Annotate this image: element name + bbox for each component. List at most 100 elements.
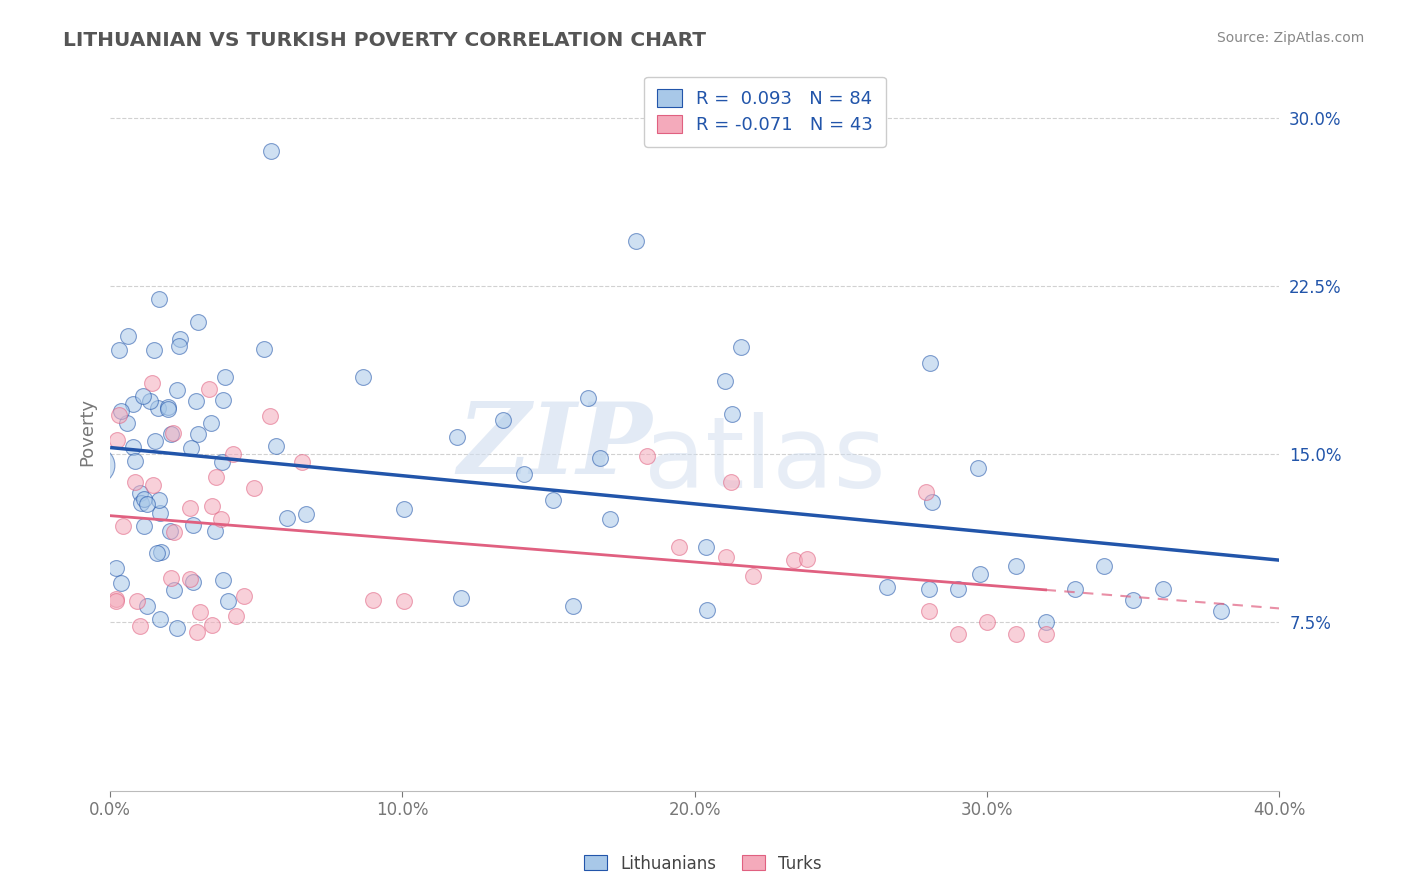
Point — [110, 575, 132, 590]
Point — [188, 605, 211, 619]
Point — [105, 561, 128, 575]
Point — [138, 393, 160, 408]
Point — [714, 374, 737, 388]
Point — [918, 356, 941, 370]
Point — [132, 389, 155, 403]
Point — [141, 376, 163, 390]
Point — [159, 524, 181, 538]
Point — [214, 369, 236, 384]
Point — [146, 546, 169, 560]
Point — [392, 501, 415, 516]
Point — [291, 455, 314, 469]
Point — [636, 449, 658, 463]
Point — [143, 434, 166, 448]
Point — [110, 404, 132, 418]
Point — [714, 550, 737, 565]
Point — [1035, 626, 1057, 640]
Point — [946, 626, 969, 640]
Point — [136, 599, 159, 613]
Point — [179, 573, 201, 587]
Point — [876, 580, 898, 594]
Point — [105, 594, 128, 608]
Point — [1122, 593, 1144, 607]
Point — [128, 486, 150, 500]
Point — [105, 592, 128, 607]
Point — [179, 500, 201, 515]
Point — [149, 544, 172, 558]
Point — [132, 492, 155, 507]
Point — [122, 440, 145, 454]
Point — [148, 492, 170, 507]
Point — [695, 540, 717, 554]
Point — [166, 384, 188, 398]
Point — [117, 328, 139, 343]
Point — [205, 470, 228, 484]
Point — [136, 497, 159, 511]
Point — [921, 495, 943, 509]
Point — [217, 594, 239, 608]
Point — [796, 551, 818, 566]
Point — [163, 524, 186, 539]
Point — [121, 397, 143, 411]
Point — [295, 507, 318, 521]
Point — [730, 340, 752, 354]
Point — [167, 339, 190, 353]
Point — [129, 618, 152, 632]
Point — [124, 475, 146, 490]
Point — [1005, 626, 1028, 640]
Point — [969, 566, 991, 581]
Point — [742, 569, 765, 583]
Legend: Lithuanians, Turks: Lithuanians, Turks — [578, 848, 828, 880]
Point — [576, 392, 599, 406]
Point — [107, 343, 129, 358]
Point — [166, 621, 188, 635]
Point — [1035, 615, 1057, 630]
Legend: R =  0.093   N = 84, R = -0.071   N = 43: R = 0.093 N = 84, R = -0.071 N = 43 — [644, 77, 886, 146]
Point — [201, 618, 224, 632]
Point — [562, 599, 585, 614]
Point — [260, 145, 283, 159]
Point — [668, 541, 690, 555]
Point — [148, 292, 170, 306]
Point — [142, 478, 165, 492]
Point — [149, 507, 172, 521]
Point — [392, 594, 415, 608]
Point — [599, 511, 621, 525]
Point — [84, 458, 107, 473]
Point — [184, 393, 207, 408]
Text: ZIP: ZIP — [457, 398, 652, 494]
Point — [107, 408, 129, 422]
Point — [264, 439, 287, 453]
Text: Source: ZipAtlas.com: Source: ZipAtlas.com — [1216, 31, 1364, 45]
Point — [204, 524, 226, 539]
Point — [253, 342, 276, 356]
Point — [142, 343, 165, 358]
Point — [721, 407, 744, 421]
Point — [1209, 604, 1232, 618]
Point — [183, 518, 205, 533]
Point — [186, 624, 208, 639]
Point — [198, 382, 221, 396]
Point — [259, 409, 281, 424]
Point — [446, 429, 468, 443]
Point — [105, 434, 128, 448]
Point — [112, 519, 135, 533]
Point — [1005, 559, 1028, 574]
Point — [720, 475, 742, 489]
Point — [450, 591, 472, 605]
Point — [915, 485, 938, 500]
Point — [209, 512, 232, 526]
Point — [212, 573, 235, 587]
Point — [163, 582, 186, 597]
Point — [148, 401, 170, 416]
Point — [976, 615, 998, 630]
Point — [541, 493, 564, 508]
Point — [352, 370, 374, 384]
Point — [162, 426, 184, 441]
Point — [160, 571, 183, 585]
Point — [157, 402, 180, 417]
Point — [201, 500, 224, 514]
Point — [180, 441, 202, 455]
Point — [211, 455, 233, 469]
Point — [589, 451, 612, 466]
